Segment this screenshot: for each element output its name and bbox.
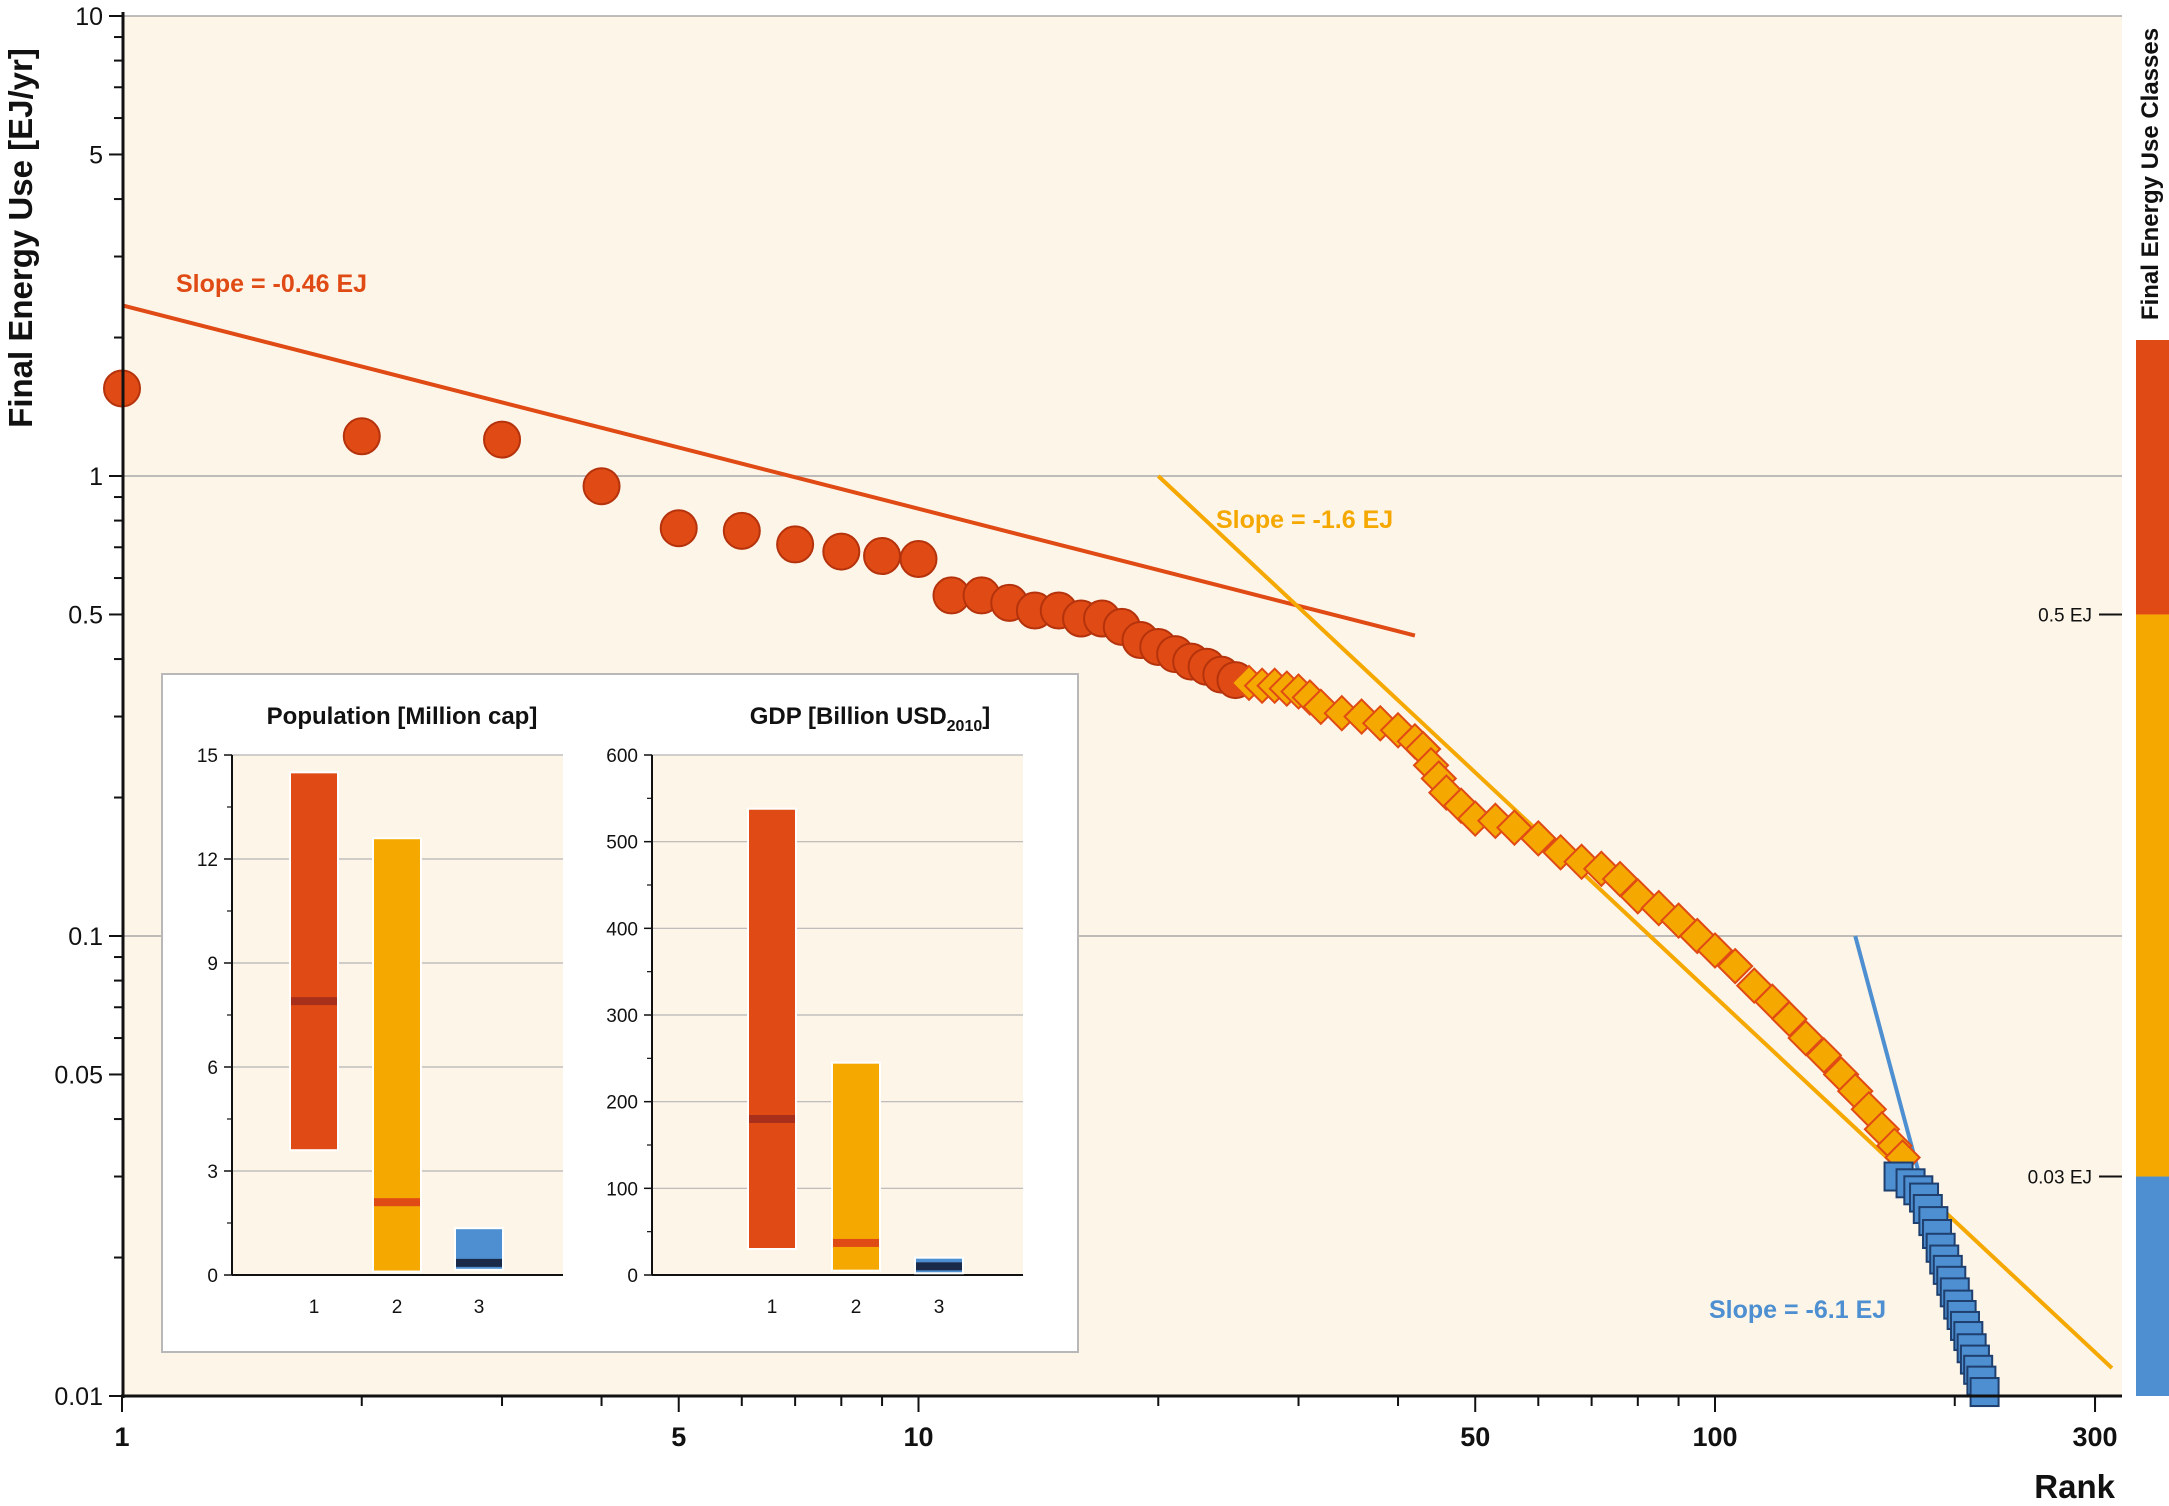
x-tick-label: 1 — [114, 1422, 129, 1452]
inset-y-tick-label: 0 — [627, 1266, 638, 1287]
slope-label-class2: Slope = -1.6 EJ — [1216, 506, 1393, 534]
energy-class-legend: Final Energy Use Classes 0.5 EJ 0.03 EJ — [2028, 28, 2169, 1396]
inset-category-label: 3 — [934, 1297, 945, 1318]
inset-median-marker — [749, 1115, 795, 1123]
fit-line — [1156, 474, 2114, 1370]
class1-point — [582, 467, 621, 506]
gdp-title-subscript: 2010 — [947, 718, 983, 735]
x-tick-label: 100 — [1692, 1422, 1737, 1452]
class1-point — [776, 525, 815, 564]
legend-class-band — [2136, 1176, 2169, 1396]
gdp-title-end: ] — [982, 703, 990, 730]
inset-category-label: 2 — [851, 1297, 862, 1318]
inset-category-label: 1 — [309, 1297, 320, 1318]
inset-y-tick-label: 12 — [197, 850, 218, 871]
population-inset-title: Population [Million cap] — [267, 703, 538, 730]
y-tick-label: 10 — [75, 3, 103, 31]
class1-point — [659, 509, 698, 548]
inset-median-marker — [833, 1238, 879, 1247]
inset-y-tick-label: 15 — [197, 746, 218, 767]
x-tick-label: 300 — [2072, 1422, 2117, 1452]
gdp-inset-title: GDP [Billion USD2010] — [750, 703, 991, 735]
legend-threshold-label: 0.03 EJ — [2028, 1168, 2092, 1189]
inset-y-tick-label: 500 — [606, 833, 638, 854]
inset-range-bar — [831, 1061, 881, 1272]
y-tick-label: 1 — [89, 463, 103, 491]
y-tick-label: 5 — [89, 141, 103, 169]
inset-y-tick-label: 400 — [606, 919, 638, 940]
y-tick-label: 0.05 — [54, 1061, 103, 1089]
inset-y-tick-label: 200 — [606, 1093, 638, 1114]
inset-category-label: 3 — [474, 1297, 485, 1318]
inset-median-marker — [916, 1262, 962, 1271]
inset-range-bar — [747, 807, 797, 1250]
legend-threshold-label: 0.5 EJ — [2038, 605, 2092, 626]
inset-range-bar — [372, 837, 422, 1273]
class2-point — [1716, 947, 1754, 985]
inset-y-tick-label: 300 — [606, 1006, 638, 1027]
x-axis-title: Rank — [2034, 1468, 2115, 1505]
class1-point — [822, 532, 861, 571]
class1-point — [483, 420, 522, 459]
class3-point — [1969, 1377, 2000, 1408]
class1-point — [722, 511, 761, 550]
legend-class-band — [2136, 614, 2169, 1177]
inset-y-tick-label: 100 — [606, 1179, 638, 1200]
inset-category-label: 2 — [392, 1297, 403, 1318]
y-tick-label: 0.5 — [68, 601, 103, 629]
x-tick-label: 50 — [1460, 1422, 1490, 1452]
legend-title: Final Energy Use Classes — [2137, 28, 2164, 320]
class2-point — [1787, 1019, 1825, 1057]
inset-median-marker — [374, 1198, 420, 1207]
legend-class-band — [2136, 340, 2169, 615]
class1-point — [342, 417, 381, 456]
x-tick-label: 10 — [903, 1422, 933, 1452]
inset-category-label: 1 — [767, 1297, 778, 1318]
class2-point — [1805, 1037, 1843, 1074]
slope-label-class1: Slope = -0.46 EJ — [176, 270, 367, 298]
class1-point — [863, 537, 902, 576]
class1-point — [899, 540, 938, 579]
y-tick-label: 0.01 — [54, 1383, 103, 1411]
slope-label-class3: Slope = -6.1 EJ — [1709, 1296, 1886, 1324]
y-axis-title: Final Energy Use [EJ/yr] — [2, 48, 39, 428]
fit-line — [121, 303, 1416, 638]
inset-y-tick-label: 6 — [207, 1058, 218, 1079]
inset-median-marker — [456, 1258, 502, 1267]
gdp-inset: GDP [Billion USD2010] 0 100 200 300 400 500 60… — [606, 703, 1023, 1318]
inset-range-bar — [289, 771, 339, 1152]
inset-y-tick-label: 9 — [207, 954, 218, 975]
class2-point — [1696, 932, 1734, 969]
y-tick-label: 0.1 — [68, 923, 103, 951]
data-points — [103, 369, 2000, 1408]
inset-y-tick-label: 0 — [207, 1266, 218, 1287]
x-tick-label: 5 — [671, 1422, 686, 1452]
class2-point — [1519, 819, 1557, 857]
inset-y-tick-label: 3 — [207, 1162, 218, 1183]
inset-y-tick-label: 600 — [606, 746, 638, 767]
gdp-title-main: GDP [Billion USD — [750, 703, 947, 730]
inset-median-marker — [291, 997, 337, 1006]
